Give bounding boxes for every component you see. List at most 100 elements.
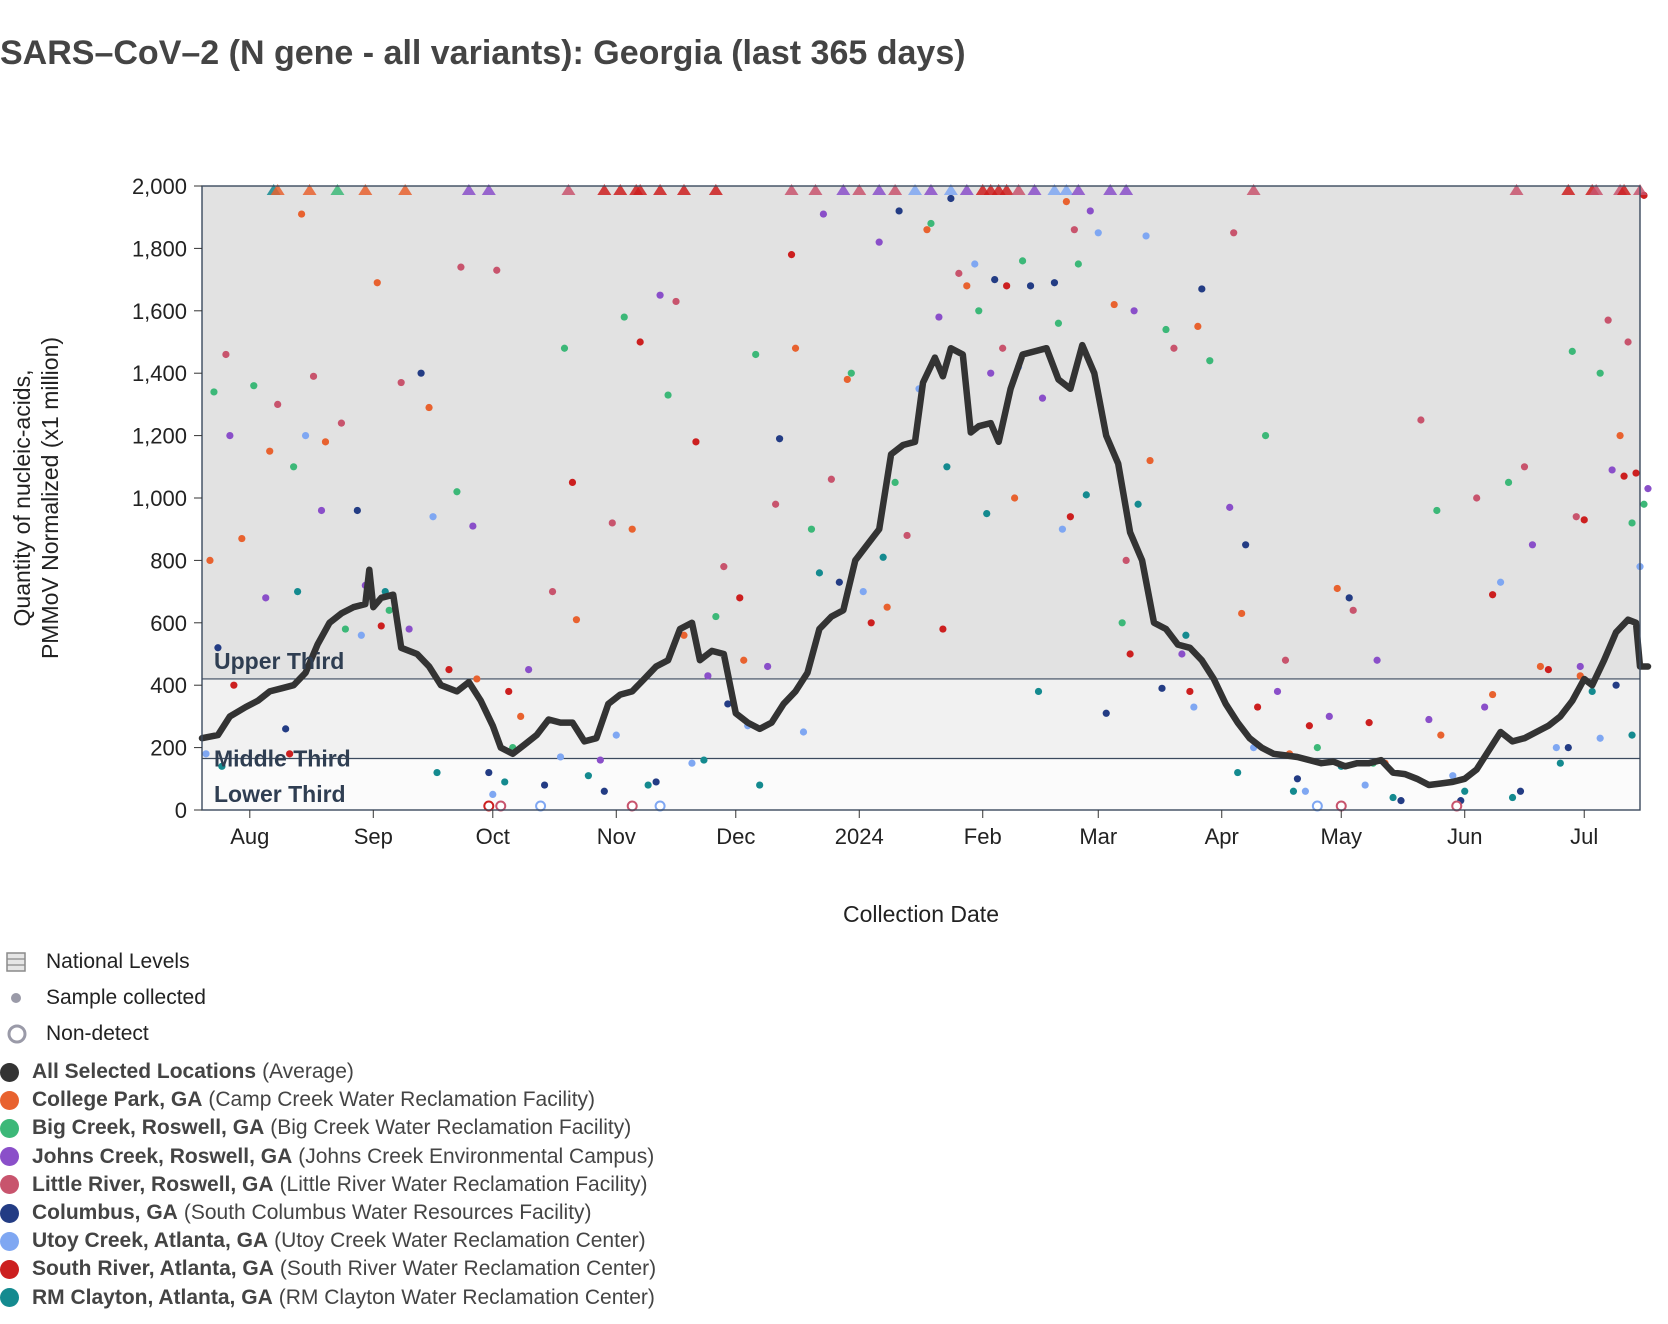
sample-point — [250, 382, 258, 390]
sample-point — [1194, 322, 1202, 330]
site-name: RM Clayton, Atlanta, GA — [32, 1285, 273, 1309]
site-facility: (Big Creek Water Reclamation Facility) — [270, 1116, 632, 1140]
sample-point — [600, 787, 608, 795]
legend-site-item[interactable]: South River, Atlanta, GA (South River Wat… — [0, 1255, 656, 1283]
gridlines — [202, 678, 1640, 760]
legend-site-item[interactable]: Little River, Roswell, GA (Little River W… — [0, 1171, 656, 1199]
sample-point — [309, 372, 318, 380]
y-tick-label: 0 — [175, 798, 187, 823]
sample-point — [1365, 719, 1373, 727]
y-tick-label: 1,000 — [132, 486, 187, 511]
legend-site-item[interactable]: Big Creek, Roswell, GA (Big Creek Water R… — [0, 1114, 656, 1142]
site-facility: (South River Water Reclamation Center) — [279, 1257, 657, 1281]
sample-point — [1361, 781, 1369, 789]
site-color-dot-icon — [0, 1090, 19, 1110]
y-tick-label: 1,400 — [132, 361, 187, 386]
sample-point — [286, 750, 294, 758]
offscale-triangle — [461, 184, 476, 195]
sample-point — [469, 522, 477, 530]
x-tick-label: Mar — [1079, 824, 1117, 849]
sample-point — [397, 378, 405, 387]
sample-point — [859, 588, 867, 596]
offscale-triangle — [481, 184, 496, 195]
offscale-triangle — [270, 184, 285, 195]
sample-point — [385, 606, 393, 614]
sample-point — [429, 513, 437, 521]
sample-point — [847, 369, 855, 377]
sample-point — [891, 478, 899, 486]
x-tick-label: Feb — [964, 824, 1002, 849]
offscale-triangle — [784, 184, 799, 195]
offscale-triangle — [1119, 184, 1134, 195]
legend-sample-collected: Sample collected — [6, 980, 206, 1016]
sample-point — [927, 219, 935, 228]
legend-sites: All Selected Locations (Average) College P… — [0, 1058, 656, 1312]
offscale-triangle — [852, 184, 867, 195]
legend-site-item[interactable]: Johns Creek, Roswell, GA (Johns Creek Env… — [0, 1143, 656, 1171]
sample-point — [923, 226, 931, 234]
sample-point — [1624, 338, 1632, 346]
legend-site-item[interactable]: All Selected Locations (Average) — [0, 1058, 656, 1086]
sample-point — [1226, 503, 1234, 511]
non-detect-marker — [1451, 800, 1463, 812]
legend-site-item[interactable]: RM Clayton, Atlanta, GA (RM Clayton Water… — [0, 1284, 656, 1312]
sample-point — [1433, 506, 1441, 515]
sample-point — [560, 344, 569, 352]
legend-site-item[interactable]: Utoy Creek, Atlanta, GA (Utoy Creek Water… — [0, 1227, 656, 1255]
sample-point — [1556, 759, 1564, 767]
site-color-dot-icon — [0, 1203, 19, 1223]
sample-point — [656, 291, 664, 299]
offscale-triangle — [613, 184, 628, 195]
sample-point — [975, 307, 983, 315]
sample-point — [688, 759, 696, 767]
sample-point — [1508, 793, 1517, 802]
sample-point — [301, 432, 310, 440]
legend-site-item[interactable]: College Park, GA (Camp Creek Water Reclam… — [0, 1086, 656, 1114]
site-color-dot-icon — [0, 1118, 19, 1138]
y-axis-ticks: 0 200 400 600 800 1,000 1,200 1,400 1,600 1,800 2,… — [132, 174, 202, 823]
open-circle-icon — [6, 1022, 34, 1046]
sample-point — [1644, 485, 1652, 493]
sample-point — [1170, 344, 1178, 352]
sample-point — [505, 687, 513, 696]
sample-point — [636, 338, 644, 346]
sample-point — [827, 475, 835, 483]
sample-point — [1261, 432, 1270, 440]
y-tick-label: 200 — [150, 736, 187, 761]
sample-point — [1126, 650, 1134, 658]
sample-point — [222, 350, 230, 359]
band-1 — [202, 678, 1640, 759]
sample-point — [752, 350, 760, 359]
offscale-triangle — [653, 184, 668, 195]
legend-non-detect: Non-detect — [6, 1016, 206, 1052]
sample-point — [939, 625, 947, 633]
legend-site-item[interactable]: Columbus, GA (South Columbus Water Resour… — [0, 1199, 656, 1227]
legend-national-levels[interactable]: National Levels — [6, 944, 206, 980]
sample-point — [1253, 703, 1262, 711]
national-level-bands — [202, 186, 1640, 810]
sample-point — [1130, 307, 1138, 315]
sample-point — [274, 400, 282, 408]
sample-point — [214, 644, 222, 652]
sample-point — [644, 781, 652, 789]
sample-point — [1281, 656, 1290, 664]
sample-point — [1134, 500, 1142, 508]
site-name: Big Creek, Roswell, GA — [32, 1116, 265, 1140]
non-detect-marker — [535, 800, 547, 812]
sample-point — [282, 725, 290, 733]
site-color-dot-icon — [0, 1231, 19, 1251]
sample-point — [453, 488, 461, 496]
sample-point — [1528, 541, 1537, 549]
chart-plot: Upper Third Middle Third Lower Third 0 200 4… — [9, 174, 1652, 927]
site-name: Utoy Creek, Atlanta, GA — [32, 1229, 269, 1253]
sample-point — [1313, 744, 1321, 752]
sample-point — [1293, 775, 1302, 783]
sample-point — [1425, 715, 1433, 724]
sample-point — [1162, 325, 1170, 334]
x-axis-title: Collection Date — [843, 901, 999, 927]
offscale-triangle — [633, 184, 648, 195]
x-tick-label: Dec — [716, 824, 755, 849]
sample-point — [1082, 491, 1090, 499]
sample-point — [317, 506, 326, 515]
sample-point — [867, 619, 875, 627]
